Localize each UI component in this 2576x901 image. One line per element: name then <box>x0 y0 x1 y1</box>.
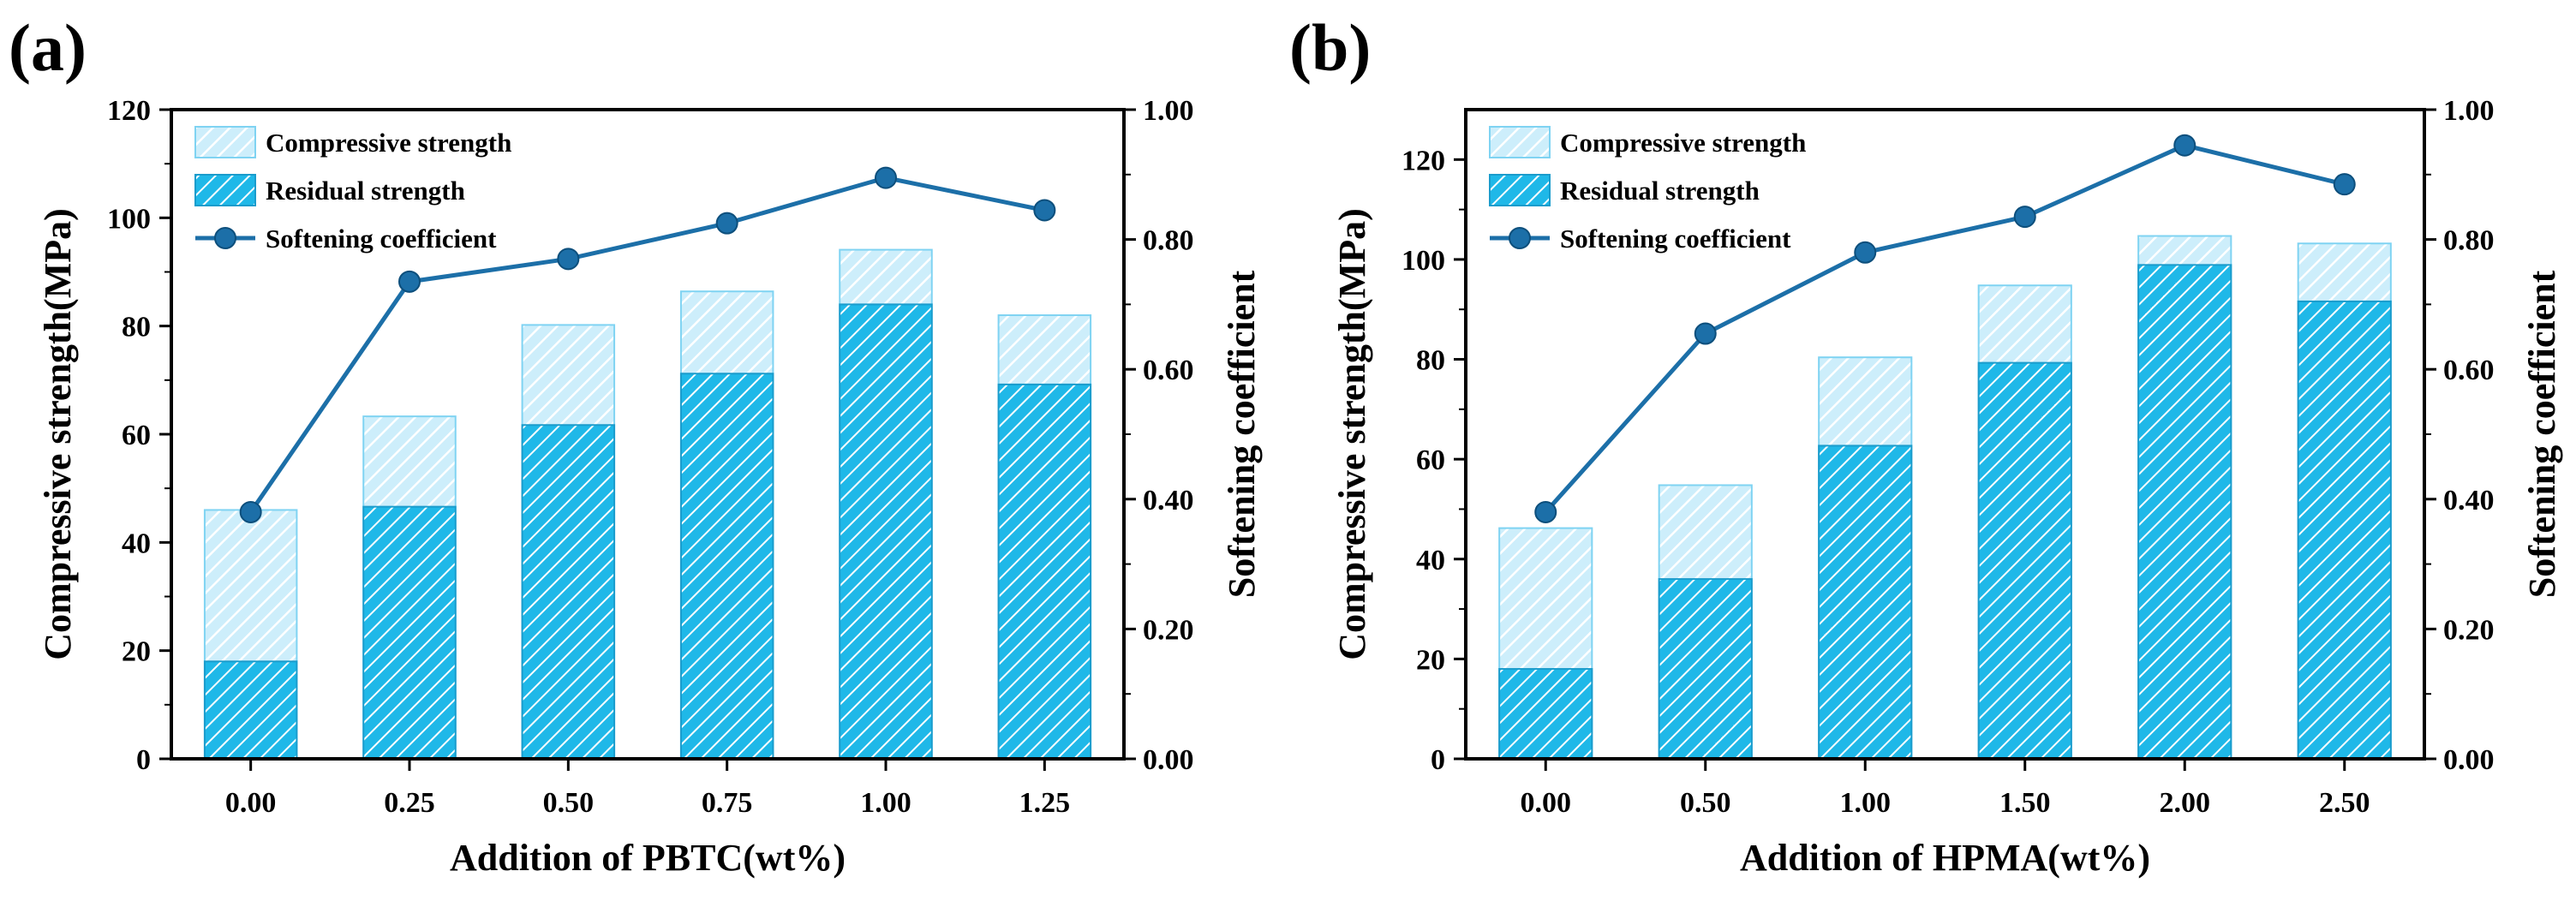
residual-strength-bar <box>1818 445 1913 760</box>
x-tick-label: 0.50 <box>1680 787 1731 819</box>
y-tick-label: 80 <box>1416 345 1445 377</box>
y-tick-label: 40 <box>122 528 151 559</box>
x-tick-label: 0.00 <box>1521 787 1572 819</box>
softening-coefficient-line <box>248 176 1045 514</box>
legend: Compressive strength Residual strength Sof… <box>1489 126 1806 254</box>
legend-label-softening: Softening coefficient <box>266 224 497 254</box>
residual-strength-bar <box>679 373 774 760</box>
y-tick-label: 0 <box>1431 744 1445 776</box>
softening-coefficient-point <box>2013 206 2036 229</box>
plot-frame <box>1464 108 2426 761</box>
residual-strength-bar <box>1658 578 1753 760</box>
y2-axis-title: Softening coefficient <box>1221 270 1263 598</box>
legend-swatch-softening-marker <box>214 227 236 249</box>
y-tick-label: 20 <box>122 636 151 668</box>
y2-tick-label: 0.60 <box>2443 355 2495 386</box>
x-axis-title: Addition of PBTC(wt%) <box>450 837 846 879</box>
softening-coefficient-point <box>398 270 421 293</box>
softening-coefficient-line <box>1544 143 2346 514</box>
y-tick-label: 60 <box>1416 445 1445 476</box>
x-tick-label: 0.50 <box>543 787 595 819</box>
y2-tick-label: 0.20 <box>1143 614 1194 646</box>
chart-panel-b: (b) 0 20 40 60 80 100 120 0.00 0.20 0.40 0.60 0.80 1.… <box>1289 10 2563 879</box>
residual-strength-bar <box>2297 300 2392 760</box>
softening-coefficient-point <box>1534 500 1557 523</box>
x-tick-label: 1.25 <box>1019 787 1071 819</box>
residual-strength-bar <box>2137 264 2232 760</box>
x-tick-label: 1.00 <box>860 787 911 819</box>
legend-swatch-residual <box>1489 174 1551 206</box>
softening-coefficient-point <box>557 248 580 271</box>
y2-tick-label: 0.40 <box>2443 485 2495 516</box>
y2-tick-label: 0.00 <box>1143 744 1194 776</box>
y-axis-title: Compressive strength(MPa) <box>37 208 79 660</box>
y2-tick-label: 0.60 <box>1143 355 1194 386</box>
legend-swatch-residual <box>194 174 256 206</box>
legend-label-residual: Residual strength <box>1560 176 1760 206</box>
legend-label-compressive: Compressive strength <box>1560 128 1806 158</box>
x-tick-label: 0.25 <box>384 787 435 819</box>
legend-label-softening: Softening coefficient <box>1560 224 1791 254</box>
residual-strength-bar <box>1977 361 2072 760</box>
y2-tick-label: 0.80 <box>1143 225 1194 257</box>
x-tick-label: 2.00 <box>2160 787 2211 819</box>
y2-tick-label: 0.80 <box>2443 225 2495 257</box>
y2-tick-label: 1.00 <box>2443 95 2495 127</box>
x-tick-label: 1.00 <box>1840 787 1892 819</box>
y-tick-label: 100 <box>107 203 151 235</box>
softening-coefficient-point <box>2333 173 2356 196</box>
y2-tick-label: 0.40 <box>1143 485 1194 516</box>
x-tick-label: 0.00 <box>225 787 277 819</box>
y-tick-label: 20 <box>1416 644 1445 676</box>
softening-coefficient-point <box>239 500 262 523</box>
legend-label-compressive: Compressive strength <box>266 128 511 158</box>
residual-strength-bar <box>521 424 616 760</box>
softening-coefficient-point <box>715 212 738 235</box>
softening-coefficient-point <box>875 166 897 189</box>
y-tick-label: 40 <box>1416 545 1445 576</box>
y-tick-label: 100 <box>1402 245 1445 277</box>
softening-coefficient-point <box>2173 134 2196 157</box>
residual-strength-bar <box>997 383 1092 760</box>
chart-panel-a: (a) 0 20 40 60 80 100 120 0.00 0.20 0.40 0.60 0.80 1.… <box>9 10 1263 879</box>
residual-strength-bar <box>1498 668 1593 760</box>
x-axis-title: Addition of HPMA(wt%) <box>1740 837 2150 879</box>
panel-label: (b) <box>1289 10 1371 85</box>
legend-swatch-compressive <box>1489 126 1551 158</box>
residual-strength-bar <box>203 660 298 760</box>
y-tick-label: 60 <box>122 420 151 451</box>
y-axis-title: Compressive strength(MPa) <box>1331 208 1373 660</box>
y2-tick-label: 0.00 <box>2443 744 2495 776</box>
legend-label-residual: Residual strength <box>266 176 465 206</box>
x-tick-label: 2.50 <box>2319 787 2370 819</box>
plot-frame <box>170 108 1126 761</box>
legend-swatch-compressive <box>194 126 256 158</box>
softening-coefficient-point <box>1694 322 1717 345</box>
y2-tick-label: 0.20 <box>2443 614 2495 646</box>
y2-tick-label: 1.00 <box>1143 95 1194 127</box>
y-tick-label: 0 <box>136 744 151 776</box>
residual-strength-bar <box>362 505 457 760</box>
x-tick-label: 1.50 <box>1999 787 2051 819</box>
y-tick-label: 80 <box>122 312 151 343</box>
y-tick-label: 120 <box>107 95 151 127</box>
softening-coefficient-point <box>1033 199 1056 222</box>
softening-coefficient-point <box>1854 241 1877 264</box>
panel-label: (a) <box>9 10 87 85</box>
legend-swatch-softening-marker <box>1509 227 1531 249</box>
y-tick-label: 120 <box>1402 145 1445 176</box>
residual-strength-bar <box>839 303 933 760</box>
y2-axis-title: Softening coefficient <box>2521 270 2563 598</box>
legend: Compressive strength Residual strength Sof… <box>194 126 511 254</box>
x-tick-label: 0.75 <box>702 787 753 819</box>
